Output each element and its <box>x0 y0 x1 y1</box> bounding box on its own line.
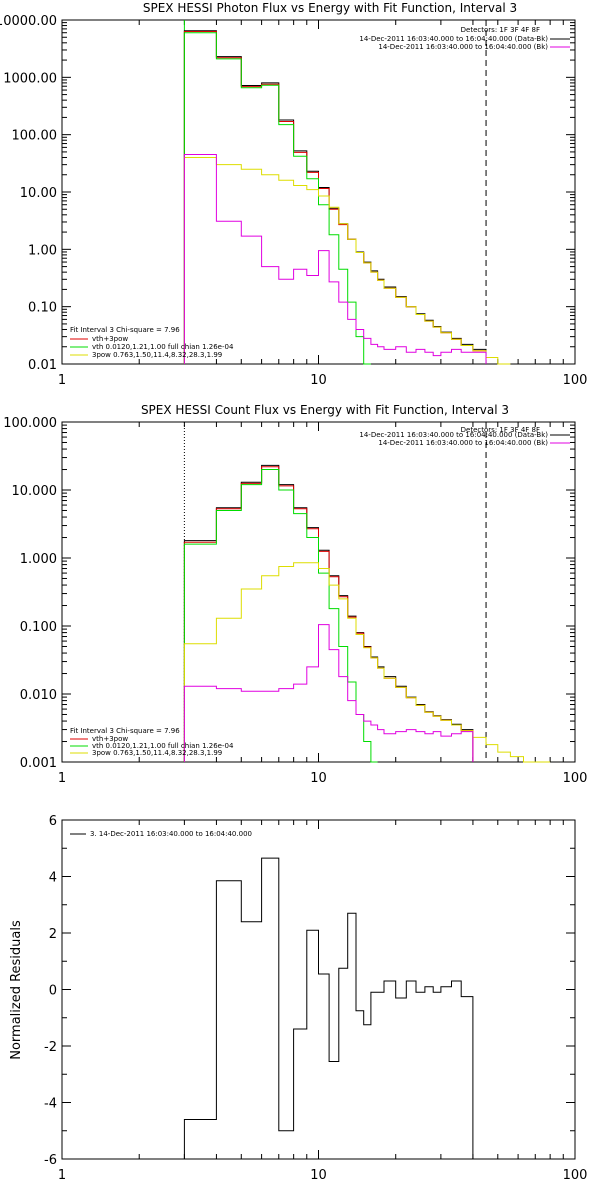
photon-flux-y-tick-label: 1.00 <box>28 243 57 258</box>
legend-vth: vth 0.0120,1.21,1.00 full chian 1.26e-04 <box>92 343 234 351</box>
legend-fit-interval: Fit Interval 3 Chi-square = 7.96 <box>70 727 180 735</box>
count-flux-x-tick-label: 100 <box>563 771 588 786</box>
residuals-y-tick-label: 6 <box>49 814 57 829</box>
count-flux-series-bk <box>183 624 474 762</box>
legend-3pow: 3pow 0.763,1.50,11.4,8.32,28.3,1.99 <box>92 749 222 757</box>
count-flux-series-data <box>183 464 474 762</box>
count-flux-legend-bottom-left: Fit Interval 3 Chi-square = 7.96 vth+3po… <box>70 727 234 757</box>
residuals-x-tick-label: 100 <box>563 1168 588 1183</box>
residuals-legend: 3. 14-Dec-2011 16:03:40.000 to 16:04:40.… <box>70 830 252 838</box>
residuals-y-axis-label: Normalized Residuals <box>9 920 24 1060</box>
residuals-plot-frame <box>61 819 576 1160</box>
count-flux-title: SPEX HESSI Count Flux vs Energy with Fit… <box>141 403 509 417</box>
photon-flux-series-3pow <box>183 157 511 365</box>
legend-data-bk: 14-Dec-2011 16:03:40.000 to 16:04:40.000… <box>359 35 548 43</box>
legend-bk: 14-Dec-2011 16:03:40.000 to 16:04:40.000… <box>378 43 548 51</box>
count-flux-legend-top-right: Detectors: 1F 3F 4F 8F 14-Dec-2011 16:03… <box>359 426 570 447</box>
legend-data-bk: 14-Dec-2011 16:03:40.000 to 16:04:40.000… <box>359 431 548 439</box>
count-flux-plot-frame <box>61 421 576 763</box>
photon-flux-panel: SPEX HESSI Photon Flux vs Energy with Fi… <box>0 1 587 388</box>
photon-flux-y-tick-label: 0.01 <box>28 358 57 373</box>
residuals-y-tick-label: -4 <box>44 1097 57 1112</box>
legend-bk: 14-Dec-2011 16:03:40.000 to 16:04:40.000… <box>378 439 548 447</box>
photon-flux-x-tick-label: 10 <box>310 373 327 388</box>
legend-vth: vth 0.0120,1.21,1.00 full chian 1.26e-04 <box>92 742 234 750</box>
residuals-y-tick-label: 2 <box>49 927 57 942</box>
photon-flux-y-tick-label: 1000.00 <box>3 71 57 86</box>
photon-flux-y-tick-label: 100.00 <box>12 129 58 144</box>
photon-flux-title: SPEX HESSI Photon Flux vs Energy with Fi… <box>143 1 517 15</box>
count-flux-series-3pow <box>183 562 551 763</box>
count-flux-x-tick-label: 10 <box>310 771 327 786</box>
residuals-y-tick-label: -2 <box>44 1040 57 1055</box>
photon-flux-series-fit_total <box>183 31 487 364</box>
legend-residuals: 3. 14-Dec-2011 16:03:40.000 to 16:04:40.… <box>90 830 252 838</box>
photon-flux-x-tick-label: 100 <box>563 373 588 388</box>
count-flux-series <box>183 422 551 763</box>
residuals-y-tick-label: 0 <box>49 984 57 999</box>
photon-flux-y-tick-label: 0.10 <box>28 301 57 316</box>
legend-fit-total: vth+3pow <box>92 735 128 743</box>
residuals-y-tick-label: 4 <box>49 871 57 886</box>
legend-detectors: Detectors: 1F 3F 4F 8F <box>461 426 540 434</box>
count-flux-y-tick-label: 0.100 <box>20 620 57 635</box>
photon-flux-legend-bottom-left: Fit Interval 3 Chi-square = 7.96 vth+3po… <box>70 326 234 359</box>
photon-flux-y-tick-label: 10000.00 <box>0 14 57 29</box>
photon-flux-x-tick-label: 1 <box>58 373 66 388</box>
photon-flux-series-data <box>183 30 487 364</box>
residuals-x-tick-label: 1 <box>58 1168 66 1183</box>
residuals-axes: 1 10 100 6 4 2 0 -2 -4 -6 <box>44 814 587 1183</box>
count-flux-panel: SPEX HESSI Count Flux vs Energy with Fit… <box>3 403 587 786</box>
residuals-series <box>183 857 474 1159</box>
count-flux-x-tick-label: 1 <box>58 771 66 786</box>
count-flux-axes: 1 10 100 100.000 10.000 1.000 0.100 0.010 0.001 <box>3 416 587 786</box>
photon-flux-axes: 1 10 100 10000.00 1000.00 100.00 10.00 1.00 0.10… <box>0 14 587 388</box>
photon-flux-series-bk <box>183 154 487 364</box>
legend-fit-total: vth+3pow <box>92 335 128 343</box>
residuals-series-residuals <box>183 857 474 1159</box>
photon-flux-y-tick-label: 10.00 <box>20 186 57 201</box>
count-flux-y-tick-label: 10.000 <box>12 484 58 499</box>
legend-detectors: Detectors: 1F 3F 4F 8F <box>461 26 540 34</box>
count-flux-y-tick-label: 100.000 <box>3 416 57 431</box>
count-flux-y-tick-label: 1.000 <box>20 552 57 567</box>
photon-flux-series <box>183 20 511 365</box>
residuals-y-tick-label: -6 <box>44 1153 57 1168</box>
legend-3pow: 3pow 0.763,1.50,11.4,8.32,28.3,1.99 <box>92 351 222 359</box>
residuals-x-tick-label: 10 <box>310 1168 327 1183</box>
count-flux-y-tick-label: 0.001 <box>20 756 57 771</box>
count-flux-y-tick-label: 0.010 <box>20 688 57 703</box>
photon-flux-legend-top-right: Detectors: 1F 3F 4F 8F 14-Dec-2011 16:03… <box>359 26 570 51</box>
residuals-panel: 1 10 100 6 4 2 0 -2 -4 -6 Normalized Residuals 3.… <box>9 814 587 1183</box>
legend-fit-interval: Fit Interval 3 Chi-square = 7.96 <box>70 326 180 334</box>
photon-flux-series-vth <box>183 32 371 365</box>
